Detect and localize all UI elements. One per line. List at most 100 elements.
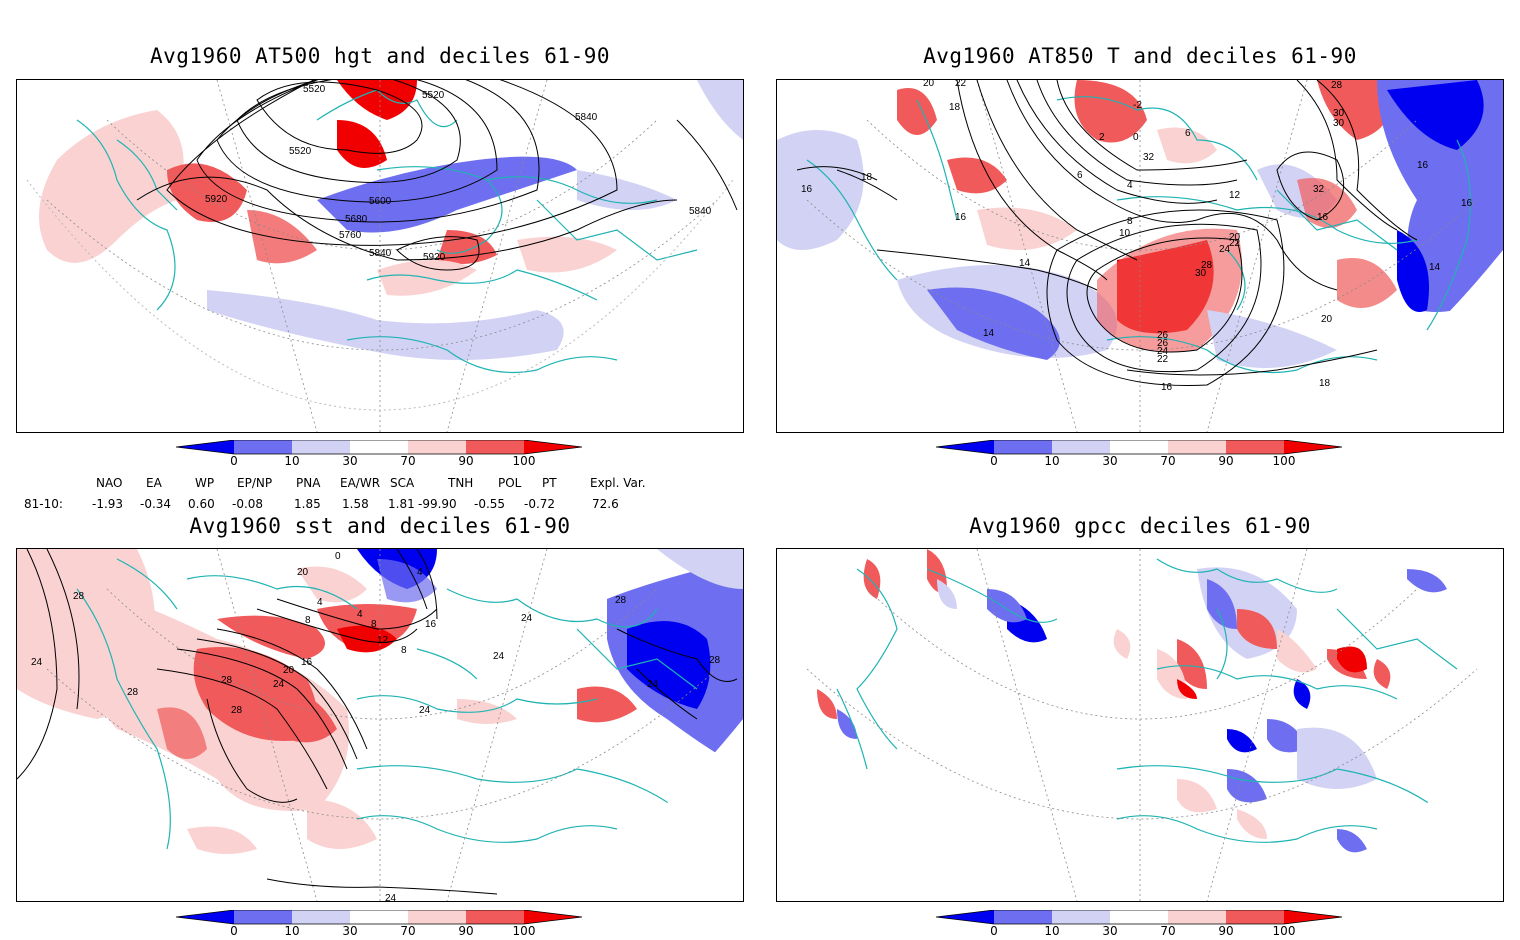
svg-text:4: 4 [357, 609, 363, 620]
index-value: 0.60 [188, 497, 215, 511]
colorbar-label-0: 0 [230, 454, 238, 468]
index-header: POL [498, 476, 522, 490]
index-value: -99.90 [418, 497, 457, 511]
svg-text:18: 18 [1319, 378, 1331, 389]
colorbar-label-0: 0 [990, 454, 998, 468]
panel-3-map: 28 24 28 28 0 20 4 8 4 8 12 20 16 24 28 … [16, 548, 744, 902]
decile-shading [17, 549, 743, 854]
index-value: -0.08 [232, 497, 264, 511]
coastlines [836, 558, 1458, 843]
svg-text:22: 22 [1229, 238, 1241, 249]
index-header: SCA [390, 476, 415, 490]
colorbar-label-100: 100 [1272, 454, 1296, 468]
panel-3-title: Avg1960 sst and deciles 61-90 [189, 514, 571, 538]
colorbar-label-30: 30 [1102, 924, 1118, 938]
colorbar-3: 0 10 30 70 90 100 [176, 910, 596, 940]
colorbar-label-10: 10 [1044, 454, 1060, 468]
panel-2-title: Avg1960 AT850 T and deciles 61-90 [923, 44, 1357, 68]
svg-text:18: 18 [949, 102, 961, 113]
index-value: 1.58 [342, 497, 369, 511]
svg-text:5520: 5520 [303, 84, 326, 95]
index-value: -1.93 [92, 497, 124, 511]
svg-text:5920: 5920 [423, 252, 446, 263]
svg-text:-2: -2 [1133, 100, 1142, 111]
svg-text:5760: 5760 [339, 230, 362, 241]
svg-text:30: 30 [1195, 268, 1207, 279]
svg-text:4: 4 [417, 567, 423, 578]
colorbar-swatch-3 [350, 440, 408, 454]
svg-text:14: 14 [1019, 258, 1031, 269]
svg-text:0: 0 [335, 551, 341, 562]
svg-text:8: 8 [371, 619, 377, 630]
contours [136, 80, 738, 271]
panel-4-title: Avg1960 gpcc deciles 61-90 [969, 514, 1311, 538]
colorbar-label-0: 0 [990, 924, 998, 938]
svg-text:5840: 5840 [575, 112, 598, 123]
svg-text:24: 24 [273, 679, 285, 690]
contours [17, 549, 738, 895]
svg-text:30: 30 [1333, 108, 1345, 119]
index-header: PNA [296, 476, 321, 490]
index-header: TNH [448, 476, 474, 490]
index-header: PT [542, 476, 557, 490]
colorbar-label-10: 10 [284, 454, 300, 468]
index-value: -0.34 [140, 497, 172, 511]
colorbar-label-70: 70 [1160, 454, 1176, 468]
colorbar-swatch-2 [292, 440, 350, 454]
svg-text:24: 24 [31, 657, 43, 668]
svg-text:24: 24 [1157, 346, 1169, 357]
colorbar-label-30: 30 [342, 454, 358, 468]
colorbar-1: 0 10 30 70 90 100 [176, 440, 596, 470]
svg-text:0: 0 [1133, 132, 1139, 143]
colorbar-label-90: 90 [1218, 454, 1234, 468]
svg-text:5520: 5520 [422, 90, 445, 101]
colorbar-label-10: 10 [1044, 924, 1060, 938]
svg-text:20: 20 [1229, 232, 1241, 243]
svg-text:32: 32 [1313, 184, 1325, 195]
svg-text:16: 16 [801, 184, 813, 195]
colorbar-2: 0 10 30 70 90 100 [936, 440, 1356, 470]
svg-text:6: 6 [1077, 170, 1083, 181]
colorbar-label-10: 10 [284, 924, 300, 938]
svg-text:14: 14 [983, 328, 995, 339]
index-header: WP [195, 476, 215, 490]
svg-text:12: 12 [1229, 190, 1241, 201]
svg-text:22: 22 [955, 80, 967, 89]
svg-text:14: 14 [1429, 262, 1441, 273]
svg-text:16: 16 [301, 657, 313, 668]
svg-text:20: 20 [1321, 314, 1333, 325]
svg-text:5920: 5920 [205, 194, 228, 205]
svg-text:28: 28 [615, 595, 627, 606]
decile-shading [39, 80, 743, 360]
index-header: Expl. Var. [590, 476, 646, 490]
colorbar-label-70: 70 [400, 454, 416, 468]
svg-text:22: 22 [1157, 354, 1169, 365]
colorbar-label-100: 100 [512, 924, 536, 938]
panel-1-title: Avg1960 AT500 hgt and deciles 61-90 [149, 44, 610, 68]
graticule [806, 549, 1478, 901]
svg-text:8: 8 [401, 645, 407, 656]
svg-text:16: 16 [1461, 198, 1473, 209]
svg-text:24: 24 [521, 613, 533, 624]
svg-text:5840: 5840 [369, 248, 392, 259]
svg-text:20: 20 [297, 567, 309, 578]
colorbar-swatch-0 [176, 440, 234, 454]
index-value: 72.6 [592, 497, 619, 511]
index-header: EA/WR [340, 476, 381, 490]
svg-text:5840: 5840 [689, 206, 712, 217]
index-header: EP/NP [237, 476, 273, 490]
panel-2-map: 20 22 18 16 18 16 14 14 2 -2 0 6 32 6 4 … [776, 79, 1504, 433]
colorbar-swatch-1 [234, 440, 292, 454]
colorbar-label-100: 100 [1272, 924, 1296, 938]
svg-text:8: 8 [305, 615, 311, 626]
colorbar-swatch-6 [524, 440, 582, 454]
svg-text:6: 6 [1185, 128, 1191, 139]
svg-text:28: 28 [1331, 80, 1343, 91]
colorbar-label-70: 70 [400, 924, 416, 938]
colorbar-label-90: 90 [458, 924, 474, 938]
colorbar-label-0: 0 [230, 924, 238, 938]
colorbar-label-70: 70 [1160, 924, 1176, 938]
svg-text:24: 24 [385, 893, 397, 901]
svg-text:28: 28 [1201, 260, 1213, 271]
index-row-label: 81-10: [24, 497, 63, 511]
